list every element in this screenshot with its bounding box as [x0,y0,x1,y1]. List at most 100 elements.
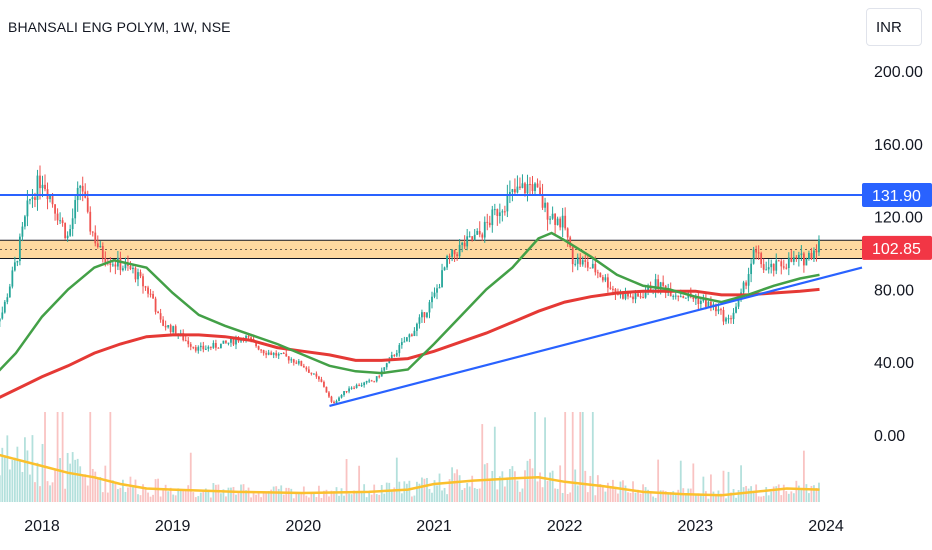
candle-body [654,279,657,291]
volume-bar [574,469,577,502]
candle-body [672,295,675,297]
candle-body [147,287,149,294]
candle-body [3,301,6,313]
candle-body [149,293,152,295]
candle-body [453,249,456,255]
candle-body [426,312,428,318]
volume-bar [209,497,212,502]
volume-bar [606,482,609,502]
candle-body [111,264,114,266]
currency-selector[interactable]: INR [866,8,922,46]
volume-bar [174,495,177,502]
volume-bar [119,487,122,502]
candle-body [516,186,519,193]
volume-bar [383,493,386,502]
volume-bar [76,458,79,502]
candle-body [405,337,408,342]
candle-body [493,209,496,211]
candle-body [524,183,526,194]
candle-body [297,361,300,364]
x-tick-label: 2020 [286,518,322,535]
volume-bar [164,484,167,502]
volume-bar [624,485,627,502]
volume-bar [762,495,765,502]
volume-bar [292,498,295,502]
volume-bar [441,490,443,502]
volume-bar [277,488,280,502]
candle-body [813,250,815,259]
volume-bar [785,491,788,502]
volume-bar [6,435,9,502]
candle-body [204,348,207,350]
volume-bar [408,480,411,502]
candle-body [272,352,275,355]
volume-bar [305,495,308,502]
volume-bar [39,486,41,502]
volume-bar [297,493,300,502]
volume-bar [431,492,433,502]
volume-bar [737,490,740,502]
candle-body [674,295,677,297]
volume-bar [797,485,800,502]
volume-bar [647,489,649,502]
volume-bar [699,493,702,502]
candle-body [501,211,504,213]
price-axis[interactable]: 200.00 160.00 120.00 80.00 40.00 0.00 [874,64,923,445]
volume-bar [747,488,750,502]
candle-body [54,204,56,214]
candle-body [360,385,363,387]
candle-body [31,197,34,200]
time-axis[interactable]: 2018 2019 2020 2021 2022 2023 2024 [24,518,844,535]
candle-body [710,301,712,307]
candle-body [458,244,461,257]
volume-bar [398,481,401,502]
volume-bar [61,412,64,502]
candle-body [89,211,92,232]
volume-bar [561,492,564,502]
volume-bar [368,492,371,502]
volume-bar [702,476,705,502]
volume-bar [534,412,536,502]
candle-body [644,292,647,298]
candle-body [333,401,335,404]
candle-body [750,263,753,275]
volume-bar [34,482,36,502]
candle-body [152,294,154,299]
candle-body [270,352,273,355]
volume-bar [622,480,624,502]
volume-bar [403,481,406,502]
volume-bar [511,466,514,502]
volume-bar [421,477,423,502]
candle-body [207,346,210,349]
volume-bar [448,479,451,502]
volume-bar [54,470,56,502]
volume-bar [760,496,763,502]
candle-body [752,249,755,264]
candle-body [310,372,313,374]
volume-bar [652,496,655,502]
candle-body [11,270,14,287]
candle-body [476,230,479,235]
candle-body [717,309,720,312]
candle-body [192,346,195,348]
volume-bar [491,471,494,502]
volume-bar [787,493,790,502]
candle-body [669,289,672,297]
volume-bar [187,485,190,502]
volume-bar [116,489,119,502]
volume-bar [416,481,418,502]
volume-bar [694,494,697,502]
candle-body [260,349,263,351]
volume-bar [679,460,682,502]
candle-body [727,318,730,320]
volume-bar [566,493,569,502]
candle-body [282,353,285,355]
candle-body [569,237,572,247]
volume-bar [451,467,453,502]
volume-bar [84,474,87,502]
candle-body [730,318,732,320]
volume-bar [634,492,637,502]
candle-body [642,296,644,298]
volume-bar [782,484,785,502]
